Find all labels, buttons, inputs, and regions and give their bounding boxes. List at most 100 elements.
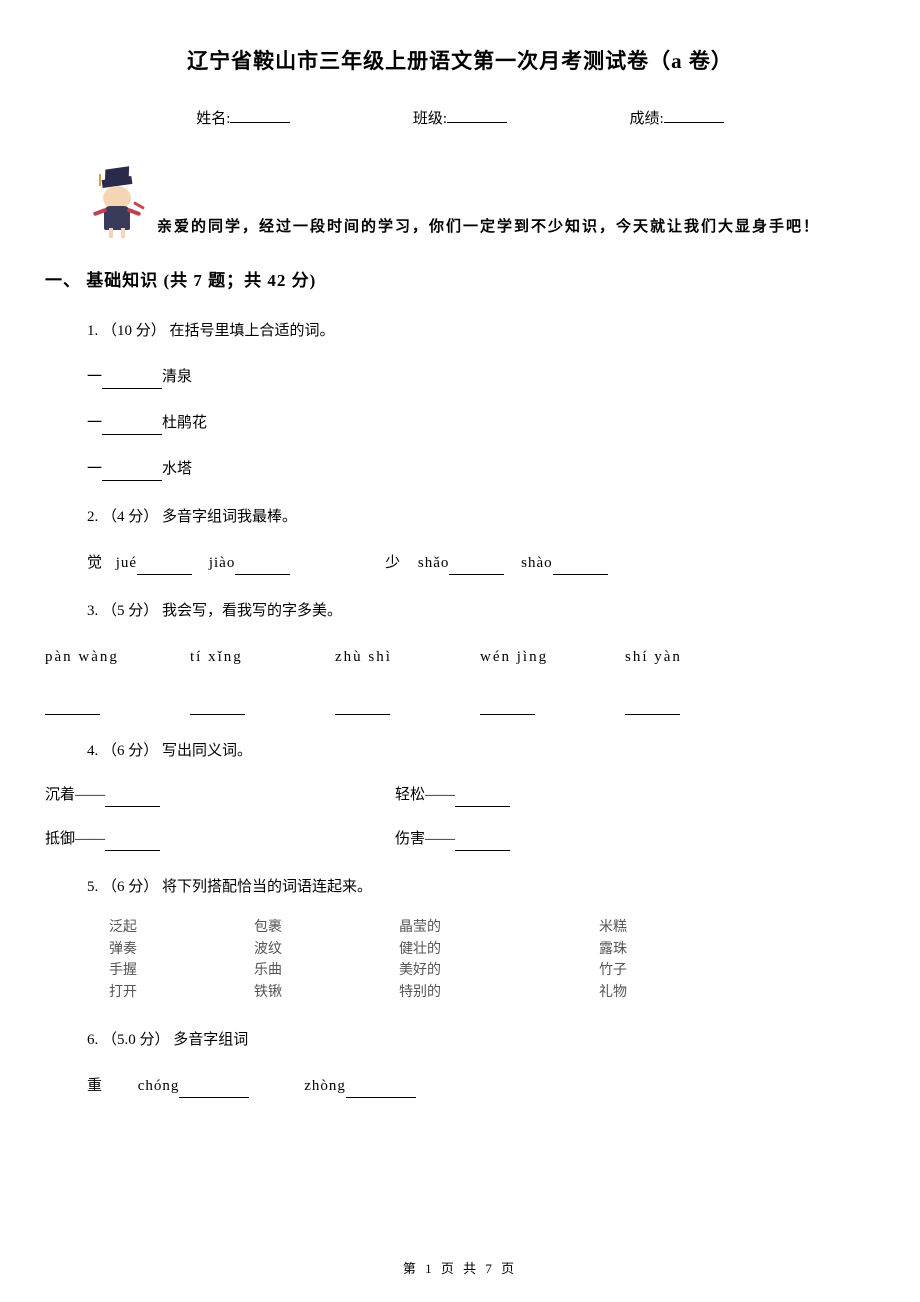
q3-pinyin-2: tí xǐng [190, 645, 335, 669]
q4-header: 4. （6 分） 写出同义词。 [87, 739, 875, 763]
q2-header: 2. （4 分） 多音字组词我最棒。 [87, 505, 875, 529]
table-row: 手握 乐曲 美好的 竹子 [109, 960, 875, 982]
section-header: 一、 基础知识 (共 7 题；共 42 分) [45, 266, 875, 291]
q2-blank-2b[interactable] [553, 559, 608, 575]
score-field: 成绩: [630, 107, 724, 128]
q3-blank-4[interactable] [480, 699, 535, 715]
class-blank[interactable] [447, 107, 507, 123]
q3-blank-1[interactable] [45, 699, 100, 715]
match-cell: 包裹 [254, 917, 399, 939]
q2-pinyin-1a: jué [116, 555, 137, 571]
q1-header: 1. （10 分） 在括号里填上合适的词。 [87, 319, 875, 343]
q6-content: 重 chóng zhòng [87, 1074, 875, 1098]
q2-pinyin-2a: shǎo [418, 555, 450, 571]
q3-pinyin-1: pàn wàng [45, 645, 190, 669]
q3-pinyin-row: pàn wàng tí xǐng zhù shì wén jìng shí yà… [87, 645, 875, 669]
class-label: 班级: [413, 107, 447, 128]
question-1: 1. （10 分） 在括号里填上合适的词。 一清泉 一杜鹃花 一水塔 [45, 319, 875, 481]
q1-line2: 一 杜鹃花 [87, 411, 875, 435]
class-field: 班级: [413, 107, 507, 128]
q2-blank-2a[interactable] [449, 559, 504, 575]
name-label: 姓名: [196, 107, 230, 128]
q1-line2-prefix: 一 [87, 415, 102, 431]
match-cell: 弹奏 [109, 939, 254, 961]
q2-char2: 少 [385, 555, 401, 571]
q2-blank-1b[interactable] [235, 559, 290, 575]
q1-line3-suffix: 水塔 [162, 461, 192, 477]
q3-blank-5[interactable] [625, 699, 680, 715]
question-2: 2. （4 分） 多音字组词我最棒。 觉 jué jiào 少 shǎo shà… [45, 505, 875, 575]
name-blank[interactable] [230, 107, 290, 123]
score-blank[interactable] [664, 107, 724, 123]
q1-line1: 一 清泉 [87, 365, 875, 389]
q4-row1: 沉着—— 轻松—— [45, 783, 875, 807]
q3-header: 3. （5 分） 我会写，看我写的字多美。 [87, 599, 875, 623]
table-row: 泛起 包裹 晶莹的 米糕 [109, 917, 875, 939]
q6-pinyin-1: chóng [138, 1078, 180, 1094]
table-row: 弹奏 波纹 健壮的 露珠 [109, 939, 875, 961]
mascot-icon [87, 168, 147, 238]
q6-pinyin-2: zhòng [304, 1078, 346, 1094]
q3-pinyin-5: shí yàn [625, 645, 770, 669]
q4-blank-4[interactable] [455, 835, 510, 851]
match-cell: 手握 [109, 960, 254, 982]
q2-char1: 觉 [87, 555, 103, 571]
question-5: 5. （6 分） 将下列搭配恰当的词语连起来。 泛起 包裹 晶莹的 米糕 弹奏 … [45, 875, 875, 1004]
name-field: 姓名: [196, 107, 290, 128]
q4-blank-2[interactable] [455, 791, 510, 807]
question-4: 4. （6 分） 写出同义词。 沉着—— 轻松—— 抵御—— 伤害—— [45, 739, 875, 851]
q1-line3: 一 水塔 [87, 457, 875, 481]
match-cell: 美好的 [399, 960, 599, 982]
question-6: 6. （5.0 分） 多音字组词 重 chóng zhòng [45, 1028, 875, 1098]
match-cell: 竹子 [599, 960, 699, 982]
q1-blank-2[interactable] [102, 419, 162, 435]
q3-blank-3[interactable] [335, 699, 390, 715]
q4-blank-1[interactable] [105, 791, 160, 807]
page-footer: 第 1 页 共 7 页 [0, 1258, 920, 1277]
q6-blank-2[interactable] [346, 1082, 416, 1098]
q2-blank-1a[interactable] [137, 559, 192, 575]
table-row: 打开 铁锹 特别的 礼物 [109, 982, 875, 1004]
q3-pinyin-4: wén jìng [480, 645, 625, 669]
question-3: 3. （5 分） 我会写，看我写的字多美。 pàn wàng tí xǐng z… [45, 599, 875, 715]
q4-word-2: 轻松—— [395, 787, 455, 803]
q1-line1-prefix: 一 [87, 369, 102, 385]
intro-text: 亲爱的同学，经过一段时间的学习，你们一定学到不少知识，今天就让我们大显身手吧！ [147, 215, 820, 238]
exam-title: 辽宁省鞍山市三年级上册语文第一次月考测试卷（a 卷） [45, 45, 875, 75]
q1-line1-suffix: 清泉 [162, 369, 192, 385]
match-cell: 铁锹 [254, 982, 399, 1004]
q1-blank-3[interactable] [102, 465, 162, 481]
match-cell: 健壮的 [399, 939, 599, 961]
match-cell: 泛起 [109, 917, 254, 939]
intro-row: 亲爱的同学，经过一段时间的学习，你们一定学到不少知识，今天就让我们大显身手吧！ [45, 168, 875, 238]
q6-blank-1[interactable] [179, 1082, 249, 1098]
q3-blank-2[interactable] [190, 699, 245, 715]
q6-char: 重 [87, 1078, 103, 1094]
match-cell: 打开 [109, 982, 254, 1004]
match-cell: 乐曲 [254, 960, 399, 982]
match-cell: 礼物 [599, 982, 699, 1004]
q2-content: 觉 jué jiào 少 shǎo shào [87, 551, 875, 575]
q3-pinyin-3: zhù shì [335, 645, 480, 669]
q4-row2: 抵御—— 伤害—— [45, 827, 875, 851]
q4-blank-3[interactable] [105, 835, 160, 851]
q2-pinyin-2b: shào [521, 555, 553, 571]
q6-header: 6. （5.0 分） 多音字组词 [87, 1028, 875, 1052]
q4-word-1: 沉着—— [45, 787, 105, 803]
match-cell: 米糕 [599, 917, 699, 939]
q2-pinyin-1b: jiào [209, 555, 236, 571]
student-info-row: 姓名: 班级: 成绩: [45, 107, 875, 128]
match-cell: 晶莹的 [399, 917, 599, 939]
q4-word-3: 抵御—— [45, 831, 105, 847]
match-cell: 露珠 [599, 939, 699, 961]
match-cell: 特别的 [399, 982, 599, 1004]
q5-header: 5. （6 分） 将下列搭配恰当的词语连起来。 [87, 875, 875, 899]
score-label: 成绩: [630, 107, 664, 128]
match-cell: 波纹 [254, 939, 399, 961]
q4-word-4: 伤害—— [395, 831, 455, 847]
q1-blank-1[interactable] [102, 373, 162, 389]
q1-line2-suffix: 杜鹃花 [162, 415, 207, 431]
q5-match-table: 泛起 包裹 晶莹的 米糕 弹奏 波纹 健壮的 露珠 手握 乐曲 美好的 竹子 打… [87, 917, 875, 1004]
q3-blank-row [45, 691, 875, 715]
q1-line3-prefix: 一 [87, 461, 102, 477]
